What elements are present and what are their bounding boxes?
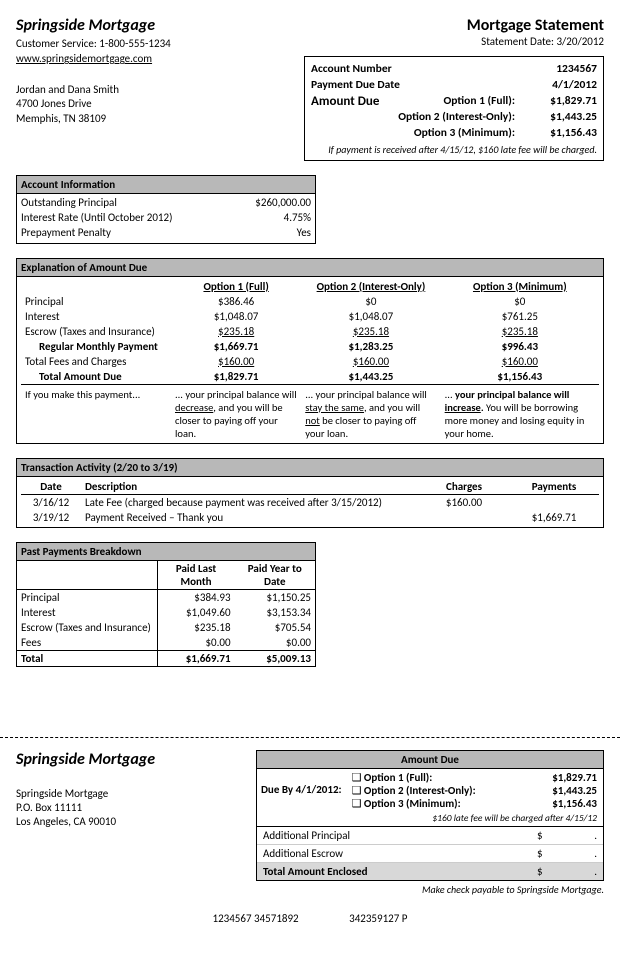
stub-opt1[interactable]: Option 1 (Full): (352, 771, 433, 784)
stub-opt1v: $1,829.71 (552, 771, 597, 784)
stub-code1: 1234567 34571892 (213, 912, 299, 925)
stub-addr2: Los Angeles, CA 90010 (16, 815, 236, 829)
past-table: Paid Last MonthPaid Year to Date Princip… (17, 561, 315, 666)
acct-r2v: 4.75% (284, 211, 311, 226)
due-date: 4/1/2012 (552, 78, 597, 92)
option3-label: Option 3 (Minimum): (414, 126, 515, 140)
acct-r3l: Prepayment Penalty (21, 226, 111, 241)
trans-h-charges: Charges (419, 479, 509, 495)
expl-h1: Option 1 (Full) (171, 279, 301, 294)
expl-h2: Option 2 (Interest-Only) (301, 279, 440, 294)
expl-note-a: ... your principal balance will decrease… (171, 384, 301, 441)
trans-h-date: Date (21, 479, 81, 495)
option3-value: $1,156.43 (527, 126, 597, 140)
explanation-table: Option 1 (Full)Option 2 (Interest-Only)O… (21, 279, 599, 441)
option2-value: $1,443.25 (527, 110, 597, 124)
stub-addl-principal: Additional Principal (263, 829, 350, 842)
stub-codes: 1234567 34571892 342359127 P (16, 912, 604, 925)
stub-code2: 342359127 P (349, 912, 407, 925)
option1-label: Option 1 (Full): (444, 94, 515, 108)
past-total-l: Total (17, 650, 157, 666)
stub-addr-name: Springside Mortgage (16, 787, 236, 801)
account-info-section: Account Information Outstanding Principa… (16, 175, 316, 244)
website-link[interactable]: www.springsidemortgage.com (16, 52, 171, 65)
stub-total-label: Total Amount Enclosed (263, 865, 368, 878)
expl-h3: Option 3 (Minimum) (441, 279, 599, 294)
explanation-title: Explanation of Amount Due (17, 259, 603, 277)
summary-box: Account Number 1234567 Payment Due Date 4/… (304, 56, 604, 161)
stub-opt3[interactable]: Option 3 (Minimum): (352, 797, 461, 810)
stub-title: Amount Due (257, 751, 603, 769)
transactions-table: Date Description Charges Payments 3/16/1… (21, 479, 599, 525)
customer-service: Customer Service: 1-800-555-1234 (16, 37, 171, 50)
past-title: Past Payments Breakdown (17, 543, 315, 561)
expl-note-c: ... your principal balance will increase… (441, 384, 599, 441)
stub-late-note: $160 late fee will be charged after 4/15… (257, 812, 603, 827)
stub-addr1: P.O. Box 11111 (16, 801, 236, 815)
late-fee-note: If payment is received after 4/15/12, $1… (311, 143, 597, 156)
due-date-label: Payment Due Date (311, 78, 400, 92)
customer-name: Jordan and Dana Smith (16, 83, 171, 97)
acct-r1v: $260,000.00 (255, 196, 311, 211)
stub-dueby: Due By 4/1/2012: (257, 769, 346, 812)
transactions-title: Transaction Activity (2/20 to 3/19) (17, 459, 603, 477)
past-total-b: $5,009.13 (235, 650, 315, 666)
account-info-title: Account Information (17, 176, 315, 194)
customer-address: Jordan and Dana Smith 4700 Jones Drive M… (16, 83, 171, 126)
statement-title: Mortgage Statement (304, 16, 604, 35)
explanation-section: Explanation of Amount Due Option 1 (Full… (16, 258, 604, 444)
stub-addl-escrow: Additional Escrow (263, 847, 343, 860)
option1-value: $1,829.71 (527, 94, 597, 108)
expl-note-l: If you make this payment... (21, 384, 171, 441)
tear-line (0, 737, 620, 738)
acct-r1l: Outstanding Principal (21, 196, 117, 211)
acct-r3v: Yes (297, 226, 311, 241)
past-payments-section: Past Payments Breakdown Paid Last MonthP… (16, 542, 316, 667)
stub-opt2v: $1,443.25 (552, 784, 597, 797)
past-h2: Paid Year to Date (235, 561, 315, 590)
option2-label: Option 2 (Interest-Only): (398, 110, 515, 124)
account-number-label: Account Number (311, 62, 392, 76)
stub-box: Amount Due Due By 4/1/2012: Option 1 (Fu… (256, 750, 604, 881)
statement-date: Statement Date: 3/20/2012 (304, 35, 604, 48)
trans-h-desc: Description (81, 479, 419, 495)
past-total-a: $1,669.71 (157, 650, 235, 666)
expl-note-b: ... your principal balance will stay the… (301, 384, 440, 441)
stub-opt2[interactable]: Option 2 (Interest-Only): (352, 784, 476, 797)
stub-address: Springside Mortgage P.O. Box 11111 Los A… (16, 787, 236, 830)
past-h1: Paid Last Month (157, 561, 235, 590)
customer-addr2: Memphis, TN 38109 (16, 112, 171, 126)
document-header: Springside Mortgage Customer Service: 1-… (16, 16, 604, 161)
stub-opt3v: $1,156.43 (552, 797, 597, 810)
amount-due-label: Amount Due (311, 93, 379, 141)
transactions-section: Transaction Activity (2/20 to 3/19) Date… (16, 458, 604, 528)
acct-r2l: Interest Rate (Until October 2012) (21, 211, 172, 226)
stub-company: Springside Mortgage (16, 750, 236, 769)
trans-h-payments: Payments (509, 479, 599, 495)
payment-stub: Springside Mortgage Springside Mortgage … (16, 750, 604, 896)
account-number: 1234567 (556, 62, 597, 76)
customer-addr1: 4700 Jones Drive (16, 97, 171, 111)
stub-payable: Make check payable to Springside Mortgag… (256, 883, 604, 896)
company-name: Springside Mortgage (16, 16, 171, 35)
